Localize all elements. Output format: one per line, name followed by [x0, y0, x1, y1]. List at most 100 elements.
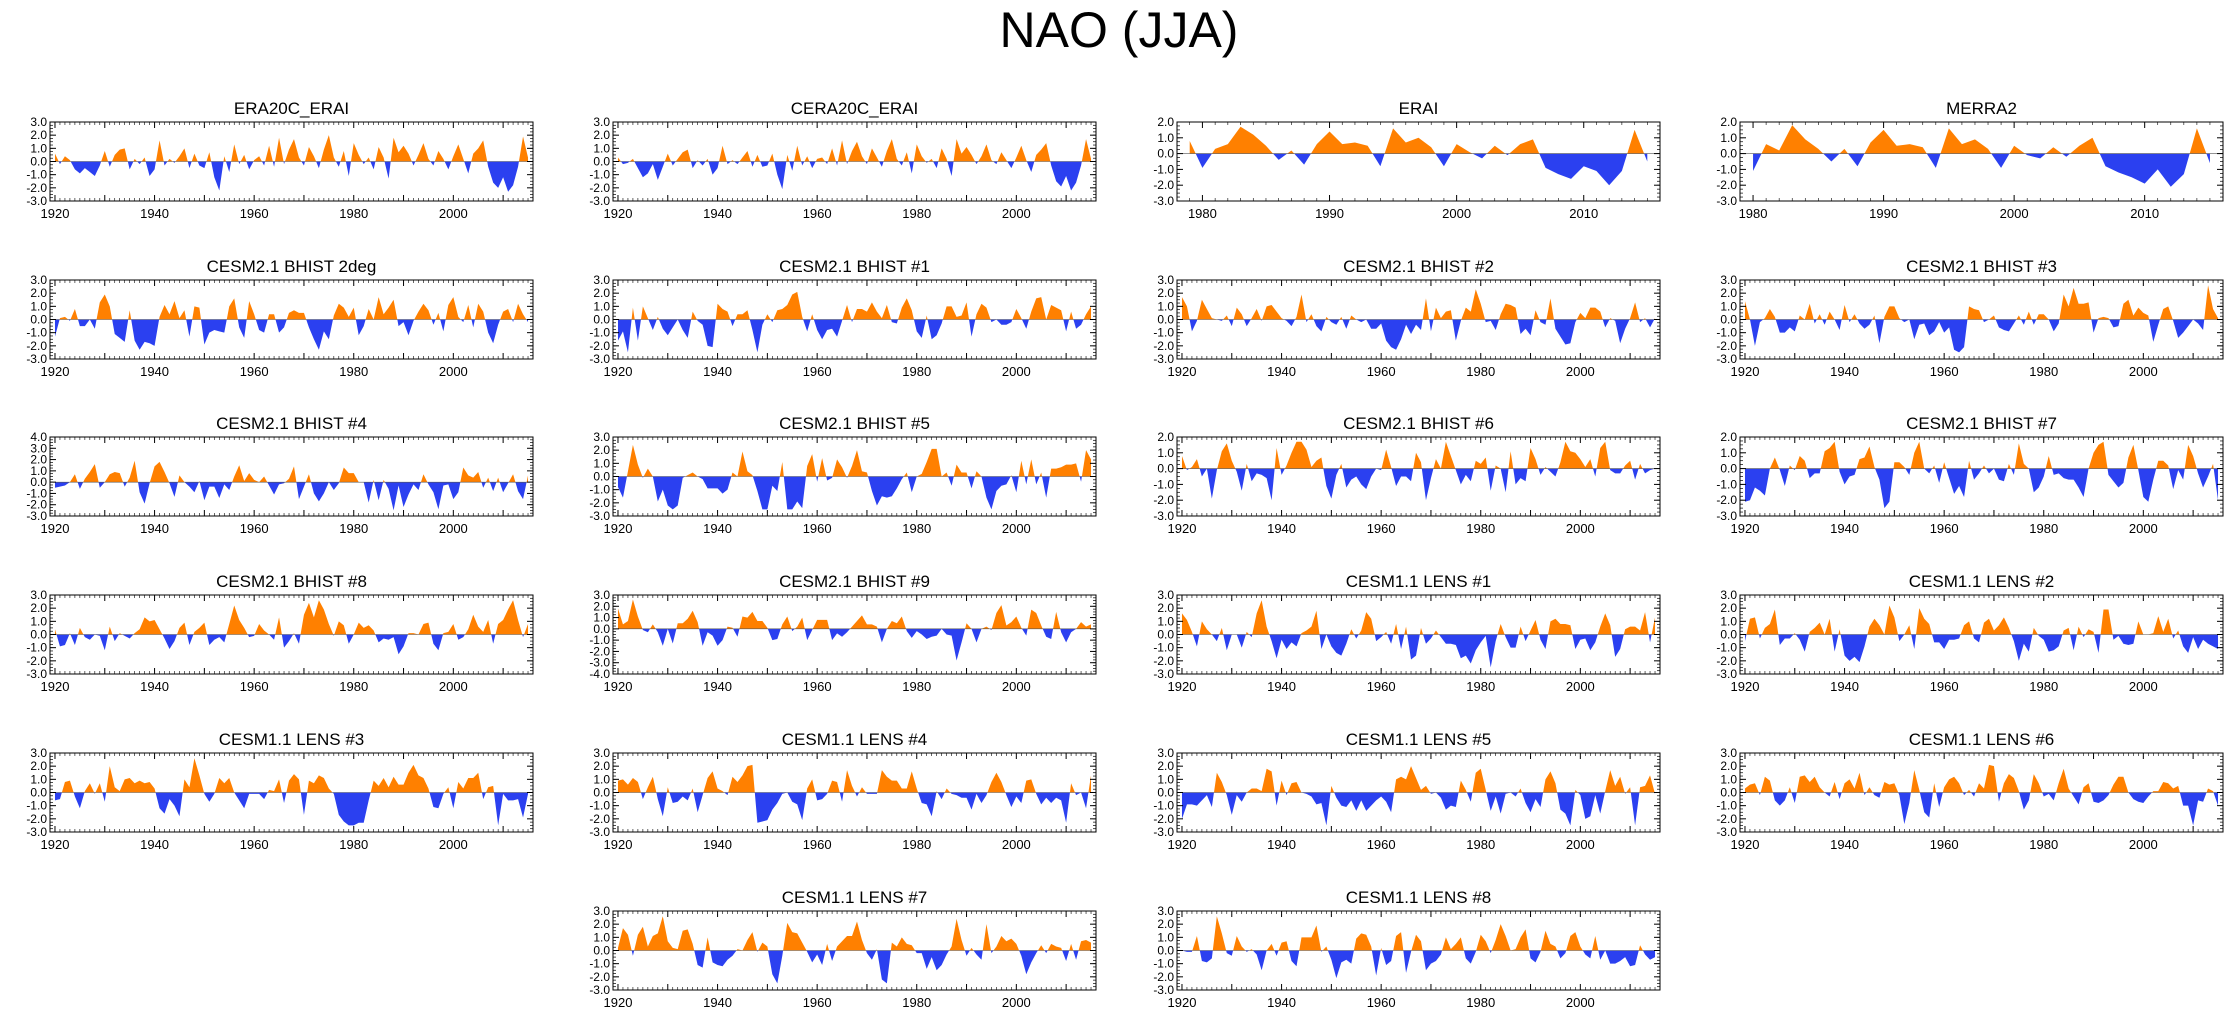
y-tick-label: 0.0: [1157, 313, 1174, 327]
y-tick-label: -2.0: [589, 181, 610, 195]
y-tick-label: -3.0: [1153, 825, 1174, 839]
y-tick-label: 3.0: [30, 746, 47, 760]
y-tick-label: 2.0: [30, 128, 47, 142]
x-tick-label: 1960: [240, 364, 269, 379]
y-tick-label: -4.0: [589, 667, 610, 681]
x-tick-label: 1980: [1466, 837, 1495, 852]
x-tick-label: 1960: [240, 206, 269, 221]
panel-title: CESM2.1 BHIST #1: [779, 257, 930, 276]
x-tick-label: 1990: [1315, 206, 1344, 221]
plot-frame: [1176, 436, 1661, 517]
y-tick-label: -3.0: [26, 825, 47, 839]
negative-area: [1744, 468, 2219, 509]
y-tick-label: -2.0: [26, 498, 47, 512]
negative-area: [1744, 634, 2219, 663]
y-tick-label: -2.0: [1716, 493, 1737, 507]
y-tick-label: 3.0: [30, 588, 47, 602]
plot-frame: [612, 594, 1097, 675]
y-tick-label: 2.0: [593, 443, 610, 457]
y-tick-label: -2.0: [1153, 178, 1174, 192]
y-tick-label: 2.0: [1157, 430, 1174, 444]
x-tick-label: 1960: [803, 679, 832, 694]
x-tick-label: 1980: [2029, 521, 2058, 536]
y-tick-label: -1.0: [1153, 326, 1174, 340]
y-tick-label: -2.0: [1716, 178, 1737, 192]
panel-19: CESM1.1 LENS #63.02.01.00.0-1.0-2.0-3.01…: [1716, 730, 2224, 852]
x-tick-label: 1980: [339, 364, 368, 379]
x-tick-label: 1980: [2029, 679, 2058, 694]
y-tick-label: 1.0: [1720, 299, 1737, 313]
y-tick-label: 0.0: [30, 628, 47, 642]
x-tick-label: 1940: [1267, 837, 1296, 852]
x-tick-label: 1980: [902, 837, 931, 852]
panel-title: CERA20C_ERAI: [791, 99, 919, 118]
y-tick-label: 1.0: [1720, 614, 1737, 628]
x-tick-label: 2000: [1566, 364, 1595, 379]
panel-title: CESM1.1 LENS #4: [782, 730, 928, 749]
y-tick-label: -1.0: [589, 483, 610, 497]
y-tick-label: -2.0: [1153, 493, 1174, 507]
positive-area: [1189, 126, 1645, 154]
y-tick-label: 1.0: [1720, 446, 1737, 460]
x-tick-label: 2010: [2130, 206, 2159, 221]
x-tick-label: 2000: [2129, 364, 2158, 379]
y-tick-label: 0.0: [30, 155, 47, 169]
negative-area: [1753, 153, 2210, 187]
y-tick-label: 1.0: [593, 141, 610, 155]
positive-area: [61, 758, 494, 793]
panel-title: CESM2.1 BHIST #8: [216, 572, 367, 591]
y-tick-label: 1.0: [1157, 446, 1174, 460]
y-tick-label: 0.0: [593, 470, 610, 484]
y-tick-label: 3.0: [1157, 588, 1174, 602]
panel-title: CESM1.1 LENS #2: [1909, 572, 2055, 591]
x-tick-label: 1920: [1168, 837, 1197, 852]
panel-title: ERAI: [1399, 99, 1439, 118]
panel-title: CESM2.1 BHIST 2deg: [207, 257, 377, 276]
x-tick-label: 2000: [439, 837, 468, 852]
x-tick-label: 1960: [803, 206, 832, 221]
x-tick-label: 1920: [1168, 679, 1197, 694]
y-tick-label: -2.0: [1153, 812, 1174, 826]
y-tick-label: -2.0: [26, 339, 47, 353]
y-tick-label: 0.0: [30, 786, 47, 800]
panel-title: CESM2.1 BHIST #4: [216, 414, 367, 433]
x-tick-label: 2000: [2129, 521, 2158, 536]
y-tick-label: -3.0: [589, 352, 610, 366]
negative-area: [1189, 319, 1655, 350]
panel-4: CESM2.1 BHIST 2deg 3.02.01.00.0-1.0-2.0-3…: [26, 257, 534, 379]
x-tick-label: 2000: [1002, 364, 1031, 379]
y-tick-label: -1.0: [26, 799, 47, 813]
y-tick-label: 0.0: [1157, 462, 1174, 476]
y-tick-label: 2.0: [1720, 601, 1737, 615]
x-tick-label: 1980: [339, 521, 368, 536]
y-tick-label: 2.0: [1720, 430, 1737, 444]
y-tick-label: -3.0: [589, 656, 610, 670]
y-tick-label: 0.0: [1157, 786, 1174, 800]
positive-area: [1769, 441, 2214, 469]
negative-area: [54, 792, 529, 826]
y-tick-label: -1.0: [1153, 162, 1174, 176]
x-tick-label: 1960: [803, 837, 832, 852]
y-tick-label: 1.0: [30, 299, 47, 313]
y-tick-label: 1.0: [30, 772, 47, 786]
positive-area: [617, 764, 1092, 793]
y-tick-label: -2.0: [26, 812, 47, 826]
x-tick-label: 1980: [902, 364, 931, 379]
y-tick-label: 2.0: [1157, 601, 1174, 615]
x-tick-label: 1940: [703, 521, 732, 536]
positive-area: [69, 460, 529, 483]
x-tick-label: 2000: [1002, 679, 1031, 694]
x-tick-label: 1940: [140, 206, 169, 221]
negative-area: [1195, 153, 1648, 186]
y-tick-label: -2.0: [589, 339, 610, 353]
y-tick-label: 3.0: [593, 115, 610, 129]
y-tick-label: -3.0: [1153, 352, 1174, 366]
figure-title: NAO (JJA): [999, 2, 1239, 58]
x-tick-label: 1940: [703, 837, 732, 852]
y-tick-label: -3.0: [589, 509, 610, 523]
positive-area: [1181, 289, 1656, 320]
y-tick-label: 1.0: [1720, 131, 1737, 145]
y-tick-label: 0.0: [593, 622, 610, 636]
y-tick-label: -1.0: [589, 799, 610, 813]
